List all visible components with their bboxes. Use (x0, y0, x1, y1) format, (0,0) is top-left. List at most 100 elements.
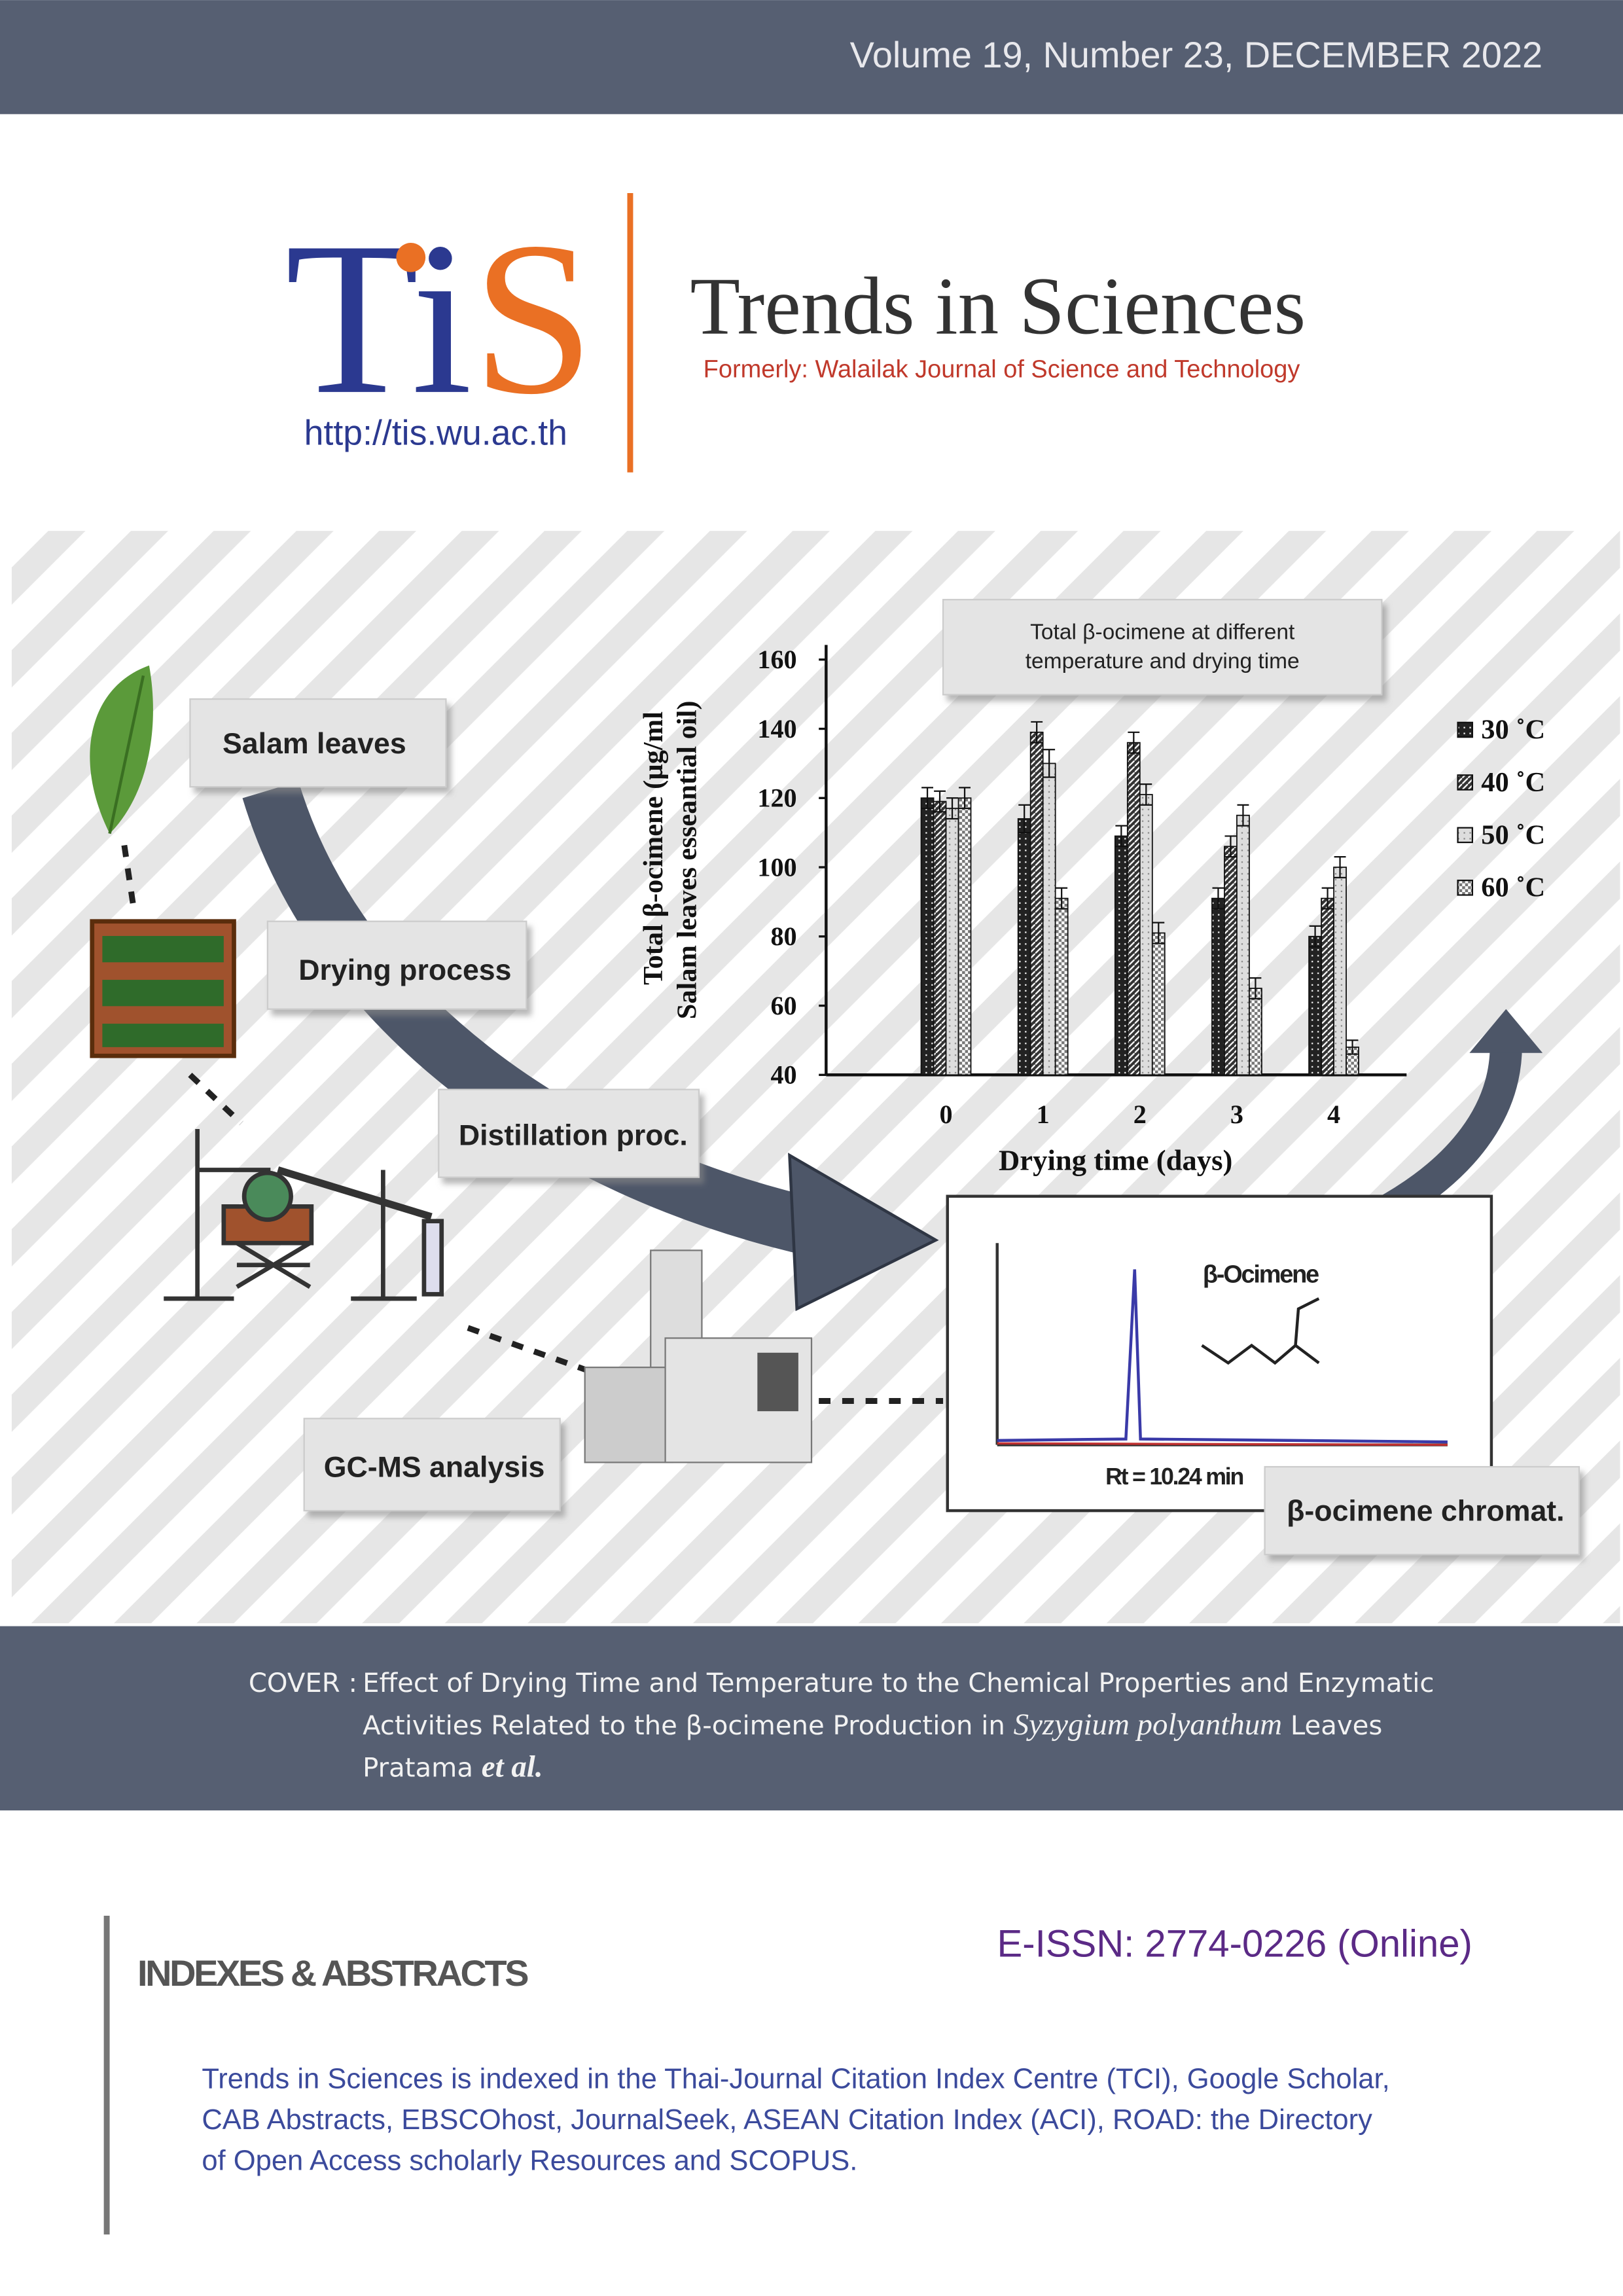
chromatogram-baseline (997, 1442, 1448, 1446)
chart-title-box (942, 599, 1383, 696)
error-bar (1346, 1039, 1359, 1055)
journal-url: http://tis.wu.ac.th (304, 413, 567, 452)
y-tick-label: 140 (757, 714, 796, 744)
y-tick-label: 160 (757, 645, 796, 674)
y-tick-label: 120 (757, 783, 796, 813)
bar-chart: 40 60 80 100 120 140 160 0 1 2 3 4 30 ˚C 40 ˚C 50 ˚C 60… (757, 645, 1545, 1129)
legend-swatch (1457, 827, 1473, 844)
bar (1308, 935, 1322, 1076)
bar (1333, 867, 1347, 1076)
bar (920, 797, 935, 1076)
rack-shelf (102, 936, 224, 963)
error-bar (1043, 749, 1056, 778)
step-box (1264, 1465, 1580, 1556)
error-bar (921, 787, 933, 810)
former-title: Formerly: Walailak Journal of Science an… (704, 356, 1300, 384)
rack-shelf (102, 980, 224, 1007)
author: Pratama (363, 1753, 473, 1784)
error-bar (1237, 804, 1249, 827)
logo-s: S (473, 197, 594, 440)
gcms-instrument (584, 1249, 813, 1463)
bar (933, 800, 947, 1076)
x-tick-label: 4 (1327, 1100, 1340, 1129)
x-tick-label: 3 (1230, 1100, 1243, 1129)
chart-title: temperature and drying time (1026, 649, 1300, 673)
error-bar (1309, 925, 1321, 948)
legend-label: 50 ˚C (1481, 819, 1545, 850)
y-tick-label: 100 (757, 852, 796, 882)
error-bar (959, 787, 971, 810)
error-bar (1321, 887, 1334, 910)
bar (1114, 835, 1128, 1076)
bar (945, 808, 959, 1076)
legend-label: 30 ˚C (1481, 714, 1545, 745)
bar (1139, 794, 1153, 1076)
process-arrow (242, 781, 825, 1257)
leaf-vein (108, 675, 145, 834)
error-bar (1212, 887, 1224, 910)
legend-label: 60 ˚C (1481, 872, 1545, 903)
error-bar (1249, 977, 1262, 1000)
return-arrowhead (1469, 1009, 1543, 1053)
y-axis-label: Total β-ocimene (µg/ml (638, 711, 669, 985)
step-label: Distillation proc. (459, 1120, 688, 1152)
cover-title-part: Activities Related to the β-ocimene Prod… (363, 1711, 1005, 1741)
journal-title: Trends in Sciences (690, 262, 1306, 352)
connector (121, 844, 137, 915)
bar (1236, 814, 1250, 1076)
molecule (1201, 1297, 1320, 1365)
logo: TiS (285, 197, 594, 440)
step-label: Drying process (298, 954, 511, 986)
step-box (266, 920, 527, 1010)
issue-info: Volume 19, Number 23, DECEMBER 2022 (850, 34, 1543, 75)
error-bar (934, 790, 946, 813)
step-label: GC-MS analysis (324, 1452, 545, 1484)
issn: E-ISSN: 2774-0226 (Online) (997, 1923, 1472, 1965)
bar (1042, 762, 1056, 1076)
legend-label: 40 ˚C (1481, 767, 1545, 798)
cover-band (0, 1626, 1623, 1811)
y-tick-label: 40 (770, 1060, 796, 1090)
error-bar (1224, 835, 1237, 858)
x-tick-label: 1 (1037, 1100, 1050, 1129)
cover-title: Effect of Drying Time and Temperature to… (363, 1668, 1434, 1698)
error-bar (1031, 721, 1043, 744)
header-band (0, 0, 1623, 115)
error-bar (1152, 922, 1165, 944)
legend-swatch (1457, 880, 1473, 896)
error-bar (1140, 783, 1152, 806)
y-tick-label: 80 (770, 922, 796, 951)
process-arrowhead (788, 1153, 939, 1312)
rack-shelf (102, 1024, 224, 1047)
index-text: of Open Access scholarly Resources and S… (202, 2145, 857, 2177)
bar (1017, 818, 1031, 1076)
error-bar (946, 797, 958, 820)
cover-author: Pratama et al. (363, 1750, 543, 1784)
bar (1029, 731, 1044, 1076)
y-tick-label: 60 (770, 991, 796, 1020)
x-axis-label: Drying time (days) (999, 1144, 1232, 1177)
cover-title: Activities Related to the β-ocimene Prod… (363, 1708, 1382, 1742)
chromatogram-trace (997, 1269, 1448, 1444)
bar (957, 797, 972, 1076)
error-bar (1056, 887, 1068, 910)
x-tick-label: 0 (939, 1100, 952, 1129)
index-text: Trends in Sciences is indexed in the Tha… (202, 2064, 1389, 2095)
error-bar (1128, 731, 1140, 754)
indexes-heading: INDEXES & ABSTRACTS (137, 1952, 528, 1994)
bar (1249, 988, 1262, 1076)
error-bar (1115, 825, 1128, 848)
logo-dot (396, 243, 426, 272)
index-text: CAB Abstracts, EBSCOhost, JournalSeek, A… (202, 2104, 1372, 2136)
bar (1054, 897, 1069, 1076)
bar (1224, 846, 1238, 1076)
legend-swatch (1457, 774, 1473, 791)
chart-title: Total β-ocimene at different (1030, 620, 1295, 644)
x-tick-label: 2 (1133, 1100, 1147, 1129)
peak-label: β-Ocimene (1203, 1261, 1319, 1289)
step-box (438, 1088, 700, 1178)
bar (1151, 932, 1166, 1076)
bar (1126, 742, 1141, 1076)
